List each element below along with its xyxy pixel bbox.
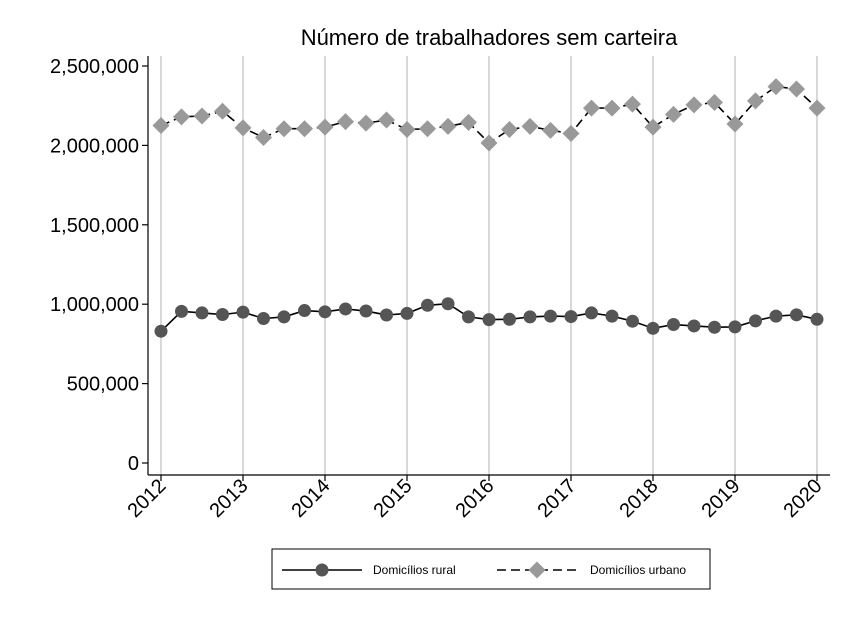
x-tick-label: 2012 (124, 475, 171, 522)
y-tick-label: 1,000,000 (50, 294, 139, 316)
data-point (728, 320, 742, 334)
data-point (214, 102, 231, 120)
data-point (380, 308, 393, 322)
data-point (706, 94, 723, 112)
data-point (769, 309, 783, 323)
data-point (767, 78, 785, 96)
series-rural (154, 297, 824, 338)
data-point (441, 297, 455, 311)
data-point (810, 312, 824, 326)
data-point (503, 312, 516, 326)
data-point (544, 309, 557, 323)
data-point (337, 113, 354, 131)
data-point (626, 314, 639, 328)
data-point (790, 308, 803, 322)
data-point (275, 120, 293, 138)
data-point (236, 305, 250, 319)
data-point (583, 99, 600, 117)
data-point (152, 117, 170, 135)
data-point (480, 134, 498, 152)
data-point (378, 111, 395, 129)
gridlines (160, 56, 818, 475)
x-tick-label: 2013 (206, 475, 253, 522)
x-tick-label: 2016 (452, 475, 499, 522)
data-point (624, 95, 641, 113)
legend-box (271, 548, 711, 590)
data-point (257, 311, 270, 325)
data-point (749, 314, 762, 328)
legend: Domicílios rural Domicílios urbano (271, 548, 711, 590)
data-point (667, 318, 680, 332)
data-point (439, 117, 457, 135)
data-point (460, 113, 477, 131)
x-tick-label: 2020 (780, 475, 827, 522)
legend-marker-urbano (528, 561, 546, 579)
y-tick-label: 500,000 (67, 374, 139, 396)
series-group (152, 78, 826, 338)
data-point (687, 319, 701, 333)
data-point (419, 120, 436, 138)
data-point (400, 306, 414, 320)
x-tick-label: 2014 (288, 475, 335, 522)
data-point (277, 310, 291, 324)
y-tick-label: 2,500,000 (50, 56, 139, 78)
x-tick-label: 2018 (616, 475, 663, 522)
data-point (298, 304, 311, 318)
data-point (708, 320, 721, 334)
data-point (173, 108, 190, 126)
data-point (523, 310, 537, 324)
data-point (644, 118, 662, 136)
legend-label-rural: Domicílios rural (373, 563, 456, 577)
data-point (562, 124, 580, 142)
data-point (482, 313, 496, 327)
data-point (685, 96, 703, 114)
data-point (462, 310, 475, 324)
y-tick-label: 1,500,000 (50, 215, 139, 237)
x-tick-label: 2019 (698, 475, 745, 522)
data-point (542, 121, 559, 139)
data-point (788, 80, 805, 98)
y-tick-label: 0 (128, 453, 139, 475)
data-point (339, 302, 352, 316)
data-point (646, 321, 660, 335)
data-point (195, 306, 209, 320)
x-tick-label: 2015 (370, 475, 417, 522)
data-point (665, 105, 682, 123)
data-point (398, 121, 416, 139)
legend-label-urbano: Domicílios urbano (590, 563, 686, 577)
data-point (747, 92, 764, 110)
data-point (193, 107, 211, 125)
data-point (521, 117, 539, 135)
data-point (808, 99, 826, 117)
data-point (296, 120, 313, 138)
data-point (359, 304, 373, 318)
data-point (421, 298, 434, 312)
data-point (316, 118, 334, 136)
legend-marker-rural (315, 563, 329, 577)
x-tick-label: 2017 (534, 475, 581, 522)
series-urbano (152, 78, 826, 152)
data-point (585, 306, 598, 320)
data-point (603, 99, 621, 117)
data-point (564, 310, 578, 324)
data-point (255, 128, 272, 146)
data-point (357, 114, 375, 132)
data-point (234, 119, 252, 137)
data-point (154, 324, 168, 338)
data-point (175, 304, 188, 318)
data-point (726, 115, 744, 133)
chart-title: Número de trabalhadores sem carteira (301, 25, 678, 50)
data-point (318, 305, 332, 319)
data-point (216, 308, 229, 322)
y-tick-label: 2,000,000 (50, 135, 139, 157)
data-point (605, 309, 619, 323)
data-point (501, 121, 518, 139)
